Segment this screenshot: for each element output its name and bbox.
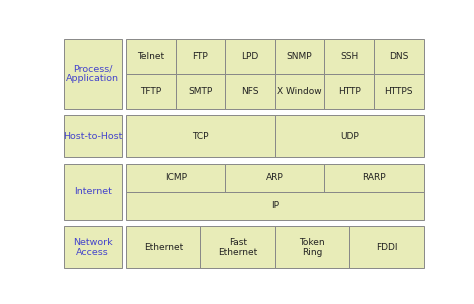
Bar: [126, 164, 225, 192]
Text: SSH: SSH: [340, 52, 358, 61]
Bar: [126, 74, 176, 109]
Bar: [325, 39, 374, 74]
Text: Token
Ring: Token Ring: [299, 237, 325, 257]
Bar: [225, 74, 275, 109]
Bar: [275, 115, 424, 157]
Bar: [176, 39, 225, 74]
Bar: [176, 74, 225, 109]
Text: Fast
Ethernet: Fast Ethernet: [218, 237, 257, 257]
Bar: [64, 39, 122, 109]
Text: RARP: RARP: [362, 173, 386, 182]
Text: Internet: Internet: [74, 187, 111, 196]
Text: HTTP: HTTP: [338, 87, 361, 96]
Bar: [275, 74, 325, 109]
Bar: [64, 115, 122, 157]
Text: Telnet: Telnet: [137, 52, 164, 61]
Bar: [275, 226, 349, 268]
Text: X Window: X Window: [277, 87, 322, 96]
Text: HTTPS: HTTPS: [384, 87, 413, 96]
Bar: [374, 74, 424, 109]
Text: NFS: NFS: [241, 87, 259, 96]
Bar: [126, 192, 424, 220]
Bar: [225, 164, 325, 192]
Text: TFTP: TFTP: [140, 87, 162, 96]
Text: Ethernet: Ethernet: [144, 243, 183, 252]
Text: FDDI: FDDI: [376, 243, 397, 252]
Bar: [374, 39, 424, 74]
Bar: [126, 39, 176, 74]
Bar: [64, 164, 122, 220]
Text: Process/
Application: Process/ Application: [66, 64, 119, 84]
Text: Network
Access: Network Access: [73, 237, 112, 257]
Text: ICMP: ICMP: [164, 173, 187, 182]
Text: LPD: LPD: [241, 52, 259, 61]
Text: TCP: TCP: [192, 132, 209, 141]
Text: Host-to-Host: Host-to-Host: [63, 132, 122, 141]
Bar: [275, 39, 325, 74]
Bar: [201, 226, 275, 268]
Text: SMTP: SMTP: [188, 87, 213, 96]
Bar: [64, 226, 122, 268]
Bar: [126, 115, 275, 157]
Text: SNMP: SNMP: [287, 52, 312, 61]
Bar: [325, 74, 374, 109]
Bar: [126, 226, 201, 268]
Bar: [225, 39, 275, 74]
Text: ARP: ARP: [266, 173, 284, 182]
Text: FTP: FTP: [192, 52, 209, 61]
Text: DNS: DNS: [389, 52, 409, 61]
Text: IP: IP: [271, 201, 279, 210]
Text: UDP: UDP: [340, 132, 359, 141]
Bar: [325, 164, 424, 192]
Bar: [349, 226, 424, 268]
